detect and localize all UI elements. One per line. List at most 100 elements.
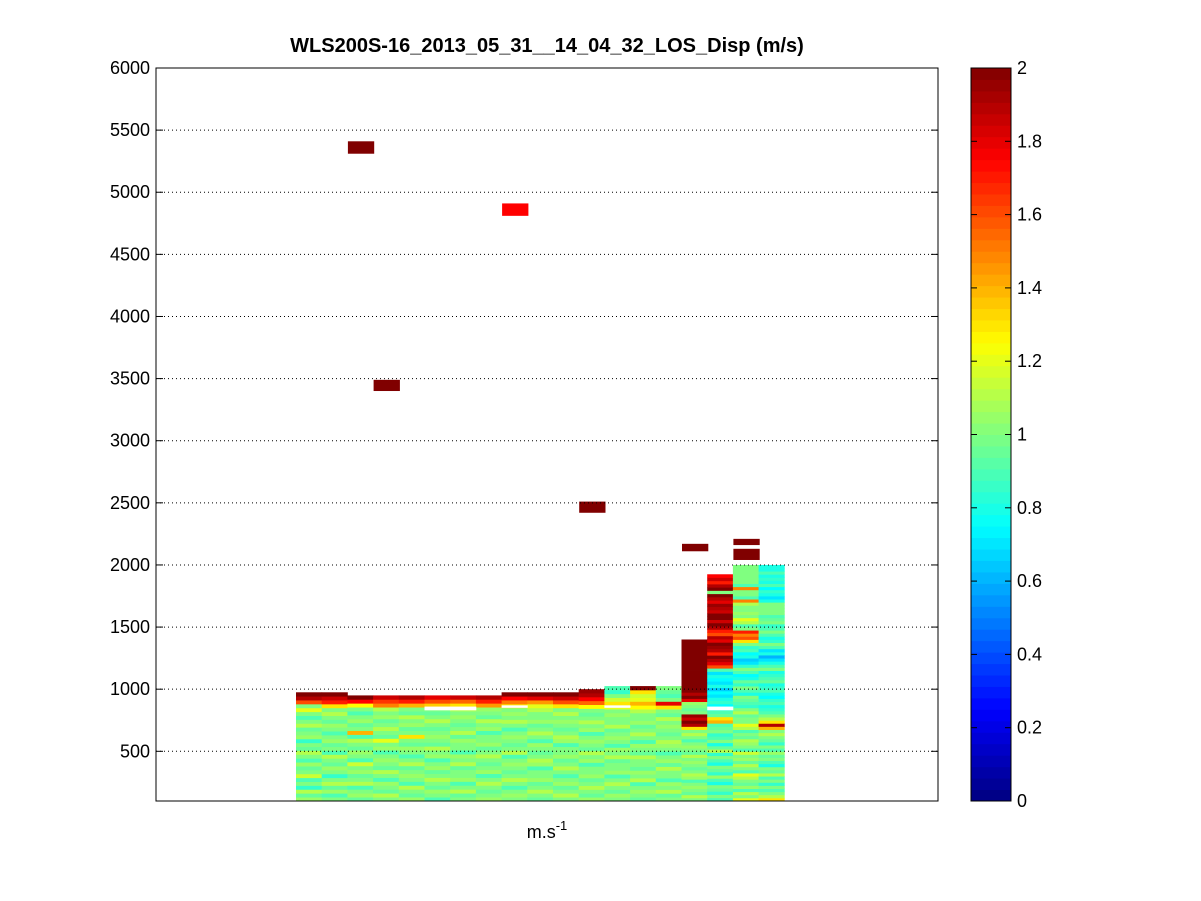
heatmap-cell [630, 732, 657, 737]
colorbar-strip [971, 606, 1011, 619]
heatmap-cell [758, 726, 785, 730]
heatmap-cell [758, 630, 785, 634]
heatmap-cell [527, 793, 554, 798]
heatmap-cell [553, 723, 580, 728]
colorbar-strip [971, 732, 1011, 745]
heatmap-cell [450, 793, 477, 798]
heatmap-cell [424, 750, 451, 755]
heatmap-cell [450, 718, 477, 724]
heatmap-cell [553, 735, 580, 740]
heatmap-cell [321, 711, 348, 716]
heatmap-cell [655, 762, 682, 767]
heatmap-cell [655, 724, 682, 729]
heatmap-cell [373, 789, 400, 794]
heatmap-cell [732, 717, 759, 721]
heatmap-cell [424, 789, 451, 794]
heatmap-cell [347, 761, 374, 767]
heatmap-cell [553, 785, 580, 790]
heatmap-cell [630, 797, 657, 802]
heatmap-cell [707, 775, 734, 779]
heatmap-cell [732, 738, 759, 743]
heatmap-cell [707, 720, 734, 724]
heatmap-cell [732, 676, 759, 681]
heatmap-cell [475, 714, 502, 720]
heatmap-cell [553, 773, 580, 779]
colorbar-gradient [971, 68, 1011, 802]
heatmap-cell [450, 730, 477, 735]
heatmap-cell [655, 743, 682, 748]
heatmap-cell [732, 608, 759, 612]
y-tick-label: 1500 [110, 617, 150, 637]
heatmap-cell [501, 758, 528, 763]
heatmap-cell [732, 667, 759, 671]
heatmap-cell [578, 731, 605, 736]
heatmap-cell [681, 673, 708, 678]
heatmap-cell [373, 714, 400, 720]
heatmap-cell [501, 789, 528, 794]
heatmap-cell [732, 661, 759, 665]
heatmap-cell [707, 703, 734, 708]
heatmap-cell [630, 686, 657, 691]
colorbar-strip [971, 571, 1011, 584]
heatmap-cell [655, 716, 682, 721]
heatmap-cell [398, 718, 425, 724]
heatmap-cell [578, 696, 605, 702]
colorbar-tick-label: 0.2 [1017, 718, 1042, 738]
heatmap-cell [732, 732, 759, 737]
heatmap-cell [450, 754, 477, 759]
isolated-cell [682, 543, 709, 552]
heatmap-cell [732, 682, 759, 687]
heatmap-cell [732, 794, 759, 799]
heatmap-cell [604, 793, 631, 798]
heatmap-cell [707, 639, 734, 643]
heatmap-cell [373, 722, 400, 728]
heatmap-cell [681, 726, 708, 730]
heatmap-cell [501, 797, 528, 802]
heatmap-cell [527, 700, 554, 705]
missing-cell [450, 706, 477, 711]
heatmap-cell [681, 754, 708, 758]
heatmap-cell [578, 770, 605, 775]
heatmap-cell [681, 667, 708, 671]
heatmap-cell [450, 765, 477, 771]
heatmap-cell [553, 789, 580, 794]
colorbar-strip [971, 503, 1011, 516]
colorbar-strip [971, 755, 1011, 768]
heatmap-cell [604, 758, 631, 764]
heatmap-cell [450, 761, 477, 767]
heatmap-cell [758, 717, 785, 721]
heatmap-cell [758, 757, 785, 762]
heatmap-cell [732, 599, 759, 603]
heatmap-cell [732, 745, 759, 749]
heatmap-cell [501, 785, 528, 790]
heatmap-cell [347, 797, 374, 802]
heatmap-cell [373, 797, 400, 802]
heatmap-cell [681, 664, 708, 668]
heatmap-cell [296, 793, 323, 798]
heatmap-cell [707, 778, 734, 782]
heatmap-cell [553, 777, 580, 782]
heatmap-cell [758, 580, 785, 584]
heatmap-cell [707, 771, 734, 776]
heatmap-cell [655, 735, 682, 741]
heatmap-cell [501, 700, 528, 705]
heatmap-cell [681, 682, 708, 687]
colorbar-strip [971, 766, 1011, 779]
heatmap-cell [630, 697, 657, 702]
plot-area [155, 67, 939, 802]
heatmap-cell [347, 789, 374, 794]
heatmap-cell [630, 785, 657, 790]
heatmap-cell [707, 791, 734, 795]
x-axis-label-exponent: -1 [556, 818, 568, 833]
heatmap-cell [475, 722, 502, 728]
heatmap-cell [475, 734, 502, 739]
heatmap-cell [630, 789, 657, 794]
heatmap-cell [527, 754, 554, 759]
heatmap-cell [501, 696, 528, 701]
colorbar-strip [971, 434, 1011, 447]
colorbar-strip [971, 319, 1011, 332]
heatmap-cell [758, 589, 785, 594]
heatmap-cell [475, 742, 502, 747]
heatmap-cell [681, 773, 708, 777]
heatmap-cell [424, 797, 451, 802]
